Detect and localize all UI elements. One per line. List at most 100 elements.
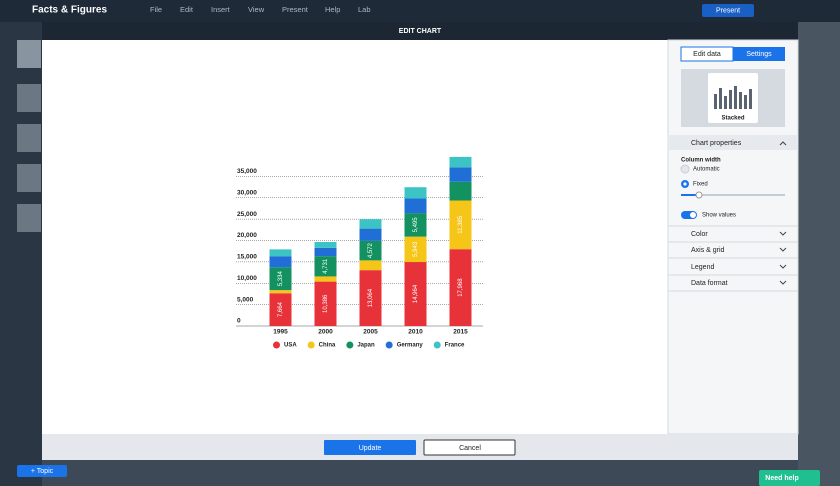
legend-swatch (385, 341, 393, 349)
radio[interactable] (680, 164, 690, 174)
topic-button[interactable] (17, 465, 67, 477)
radio-dot (683, 182, 687, 186)
slide-thumb (17, 40, 41, 68)
bar-segment (359, 228, 382, 241)
tab-label: Settings (746, 51, 772, 58)
menu-item[interactable]: Edit (180, 5, 194, 14)
x-tick-label: 2010 (408, 329, 423, 336)
tab-active[interactable] (733, 47, 785, 61)
section-label: Chart properties (691, 140, 742, 147)
menu-item[interactable]: Present (282, 5, 309, 14)
bar-segment (269, 256, 292, 268)
menu-item[interactable]: Help (325, 5, 340, 14)
value-label: 4,731 (323, 258, 329, 274)
cancel-button[interactable] (423, 439, 516, 456)
bar-segment (359, 219, 382, 229)
legend-label: France (445, 343, 465, 349)
chart: 0 5,000 10,000 15,000 20,000 25,000 30,000 35,0… (236, 156, 483, 349)
dialog-title: EDIT CHART (399, 28, 442, 35)
separators (668, 225, 798, 292)
x-tick-label: 2015 (453, 329, 468, 336)
dialog-footer (42, 434, 798, 460)
x-tick-label: 2005 (363, 329, 378, 336)
update-label: Update (359, 445, 382, 452)
slide-thumb (17, 84, 41, 112)
legend-swatch (273, 341, 280, 349)
topic-label: + Topic (31, 468, 54, 475)
section-header[interactable] (668, 135, 798, 150)
y-tick-label: 0 (237, 318, 241, 325)
bar-segment (269, 249, 292, 257)
legend-label: China (319, 343, 336, 349)
menu-item[interactable]: View (248, 5, 265, 14)
bar-segment (449, 181, 472, 201)
help-label: Need help (765, 475, 798, 482)
x-tick-label: 2000 (318, 329, 333, 336)
y-tick-label: 5,000 (237, 296, 254, 303)
y-tick-label: 20,000 (237, 232, 257, 239)
legend-swatch (346, 341, 354, 349)
menu-item[interactable]: Insert (211, 5, 231, 14)
help-button[interactable] (759, 470, 820, 486)
preview-icon (714, 86, 752, 109)
bar-segment (359, 270, 382, 326)
app-title: Facts & Figures (32, 5, 107, 16)
bar-segment (404, 198, 427, 214)
bar-segment (449, 156, 472, 168)
menu-item[interactable]: Lab (358, 5, 371, 14)
bar-segment (269, 267, 292, 291)
legend-label: Germany (397, 343, 424, 349)
bar-segment (314, 276, 337, 282)
dialog-header (42, 22, 798, 40)
value-label: 17,968 (458, 278, 464, 297)
bar-segment (404, 236, 427, 263)
toggle-label: Show values (702, 213, 736, 219)
bar-segment (404, 187, 427, 199)
slider-fill (681, 194, 699, 196)
slider-thumb[interactable] (695, 191, 703, 199)
bar-segment (314, 281, 337, 326)
bar-segment (269, 293, 292, 326)
x-tick-label: 1995 (273, 329, 288, 336)
preview-card[interactable] (708, 73, 758, 123)
radio-label: Automatic (693, 167, 720, 173)
slide-thumb (17, 204, 41, 232)
present-button[interactable] (702, 4, 754, 17)
section-label[interactable]: Data format (691, 280, 728, 287)
slide-thumb (17, 124, 41, 152)
bar-segment (404, 262, 427, 326)
value-label: 13,064 (368, 288, 374, 307)
y-tick-label: 10,000 (237, 275, 257, 282)
bar-segment (449, 249, 472, 326)
y-tick-label: 35,000 (237, 168, 257, 175)
value-label: 5,943 (413, 241, 419, 257)
menu-item[interactable]: File (150, 5, 162, 14)
update-button[interactable] (324, 440, 416, 455)
bar-segment (449, 167, 472, 182)
slider-track (681, 194, 785, 196)
bar-segment (314, 247, 337, 257)
legend-label: Japan (357, 343, 375, 349)
bar-segment (359, 260, 382, 271)
value-label: 7,664 (278, 301, 284, 317)
legend-swatch (307, 341, 315, 349)
section-label[interactable]: Axis & grid (691, 247, 725, 254)
top-bar (0, 0, 840, 22)
bar-segment (269, 290, 292, 294)
value-label: 14,964 (413, 284, 419, 303)
y-tick-label: 25,000 (237, 211, 257, 218)
legend-label: USA (284, 343, 297, 349)
value-label: 5,334 (278, 271, 284, 287)
bar-segment (314, 256, 337, 277)
value-label: 11,385 (458, 215, 464, 234)
bar-segment (359, 240, 382, 261)
toggle-knob (690, 212, 696, 218)
preview-label: Stacked (721, 116, 744, 122)
section-label[interactable]: Legend (691, 264, 714, 271)
bar-segment (449, 200, 472, 250)
field-label: Column width (681, 158, 721, 164)
section-label[interactable]: Color (691, 231, 708, 238)
present-label: Present (716, 7, 740, 14)
tab-label: Edit data (693, 51, 721, 58)
